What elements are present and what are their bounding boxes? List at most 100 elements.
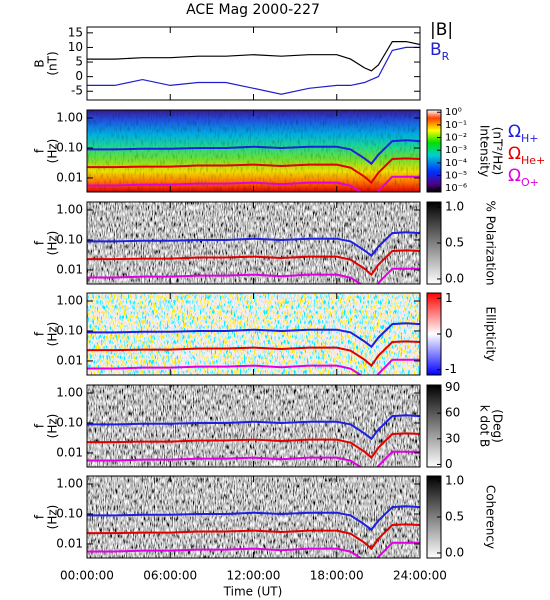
series-line [87,358,420,375]
series-line [87,157,420,185]
colorbar-tick-label: 10⁻⁶ [445,183,467,194]
series-line [87,505,420,532]
y-tick-label: 1.00 [56,477,83,491]
colorbar-tick-label: 30 [445,431,460,445]
legend-label: |B| [430,20,453,40]
legend-label: ΩHe+ [508,144,545,167]
series-line [87,267,420,284]
x-tick-label: 24:00:00 [393,569,447,583]
colorbar-tick-label: 10⁻¹ [445,120,467,131]
y-axis-label: f [33,423,47,428]
y-axis-label: (Hz) [46,505,60,530]
spectrogram-image [87,476,420,558]
plot-frame [86,26,421,101]
series-line [87,322,420,349]
colorbar-tick-label: 1.0 [445,474,464,488]
x-tick-label: 12:00:00 [227,569,281,583]
y-tick-label: 0.10 [56,323,83,337]
y-tick-label: 15 [68,25,83,39]
colorbar [426,384,442,468]
y-tick-label: 1.00 [56,386,83,400]
y-tick-label: 0.10 [56,415,83,429]
colorbar-tick-label: 1.0 [445,200,464,214]
y-tick-label: 10 [68,40,83,54]
y-tick-label: 0.01 [56,262,83,276]
colorbar-tick-label: 0.5 [445,236,464,250]
colorbar-label: Ellipticity [484,307,498,362]
series-line [87,175,420,192]
y-axis-label: (Hz) [46,414,60,439]
x-tick-label: 18:00:00 [310,569,364,583]
spectrogram-image [87,293,420,375]
y-tick-label: 1.00 [56,203,83,217]
y-tick-label: 0 [75,69,83,83]
x-axis-label: Time (UT) [223,585,283,599]
colorbar-tick-label: -1 [445,362,457,376]
y-tick-label: 0.01 [56,536,83,550]
colorbar-tick-label: 10⁻⁵ [445,171,467,182]
series-line [87,139,420,166]
colorbar-label: Intensity [478,125,492,177]
y-tick-label: 0.10 [56,232,83,246]
colorbar-tick-label: 10⁰ [445,107,462,118]
colorbar-label: Coherency [484,485,498,549]
colorbar-label: k dot B [478,405,492,447]
y-axis-label: f [33,331,47,336]
colorbar-tick-label: 0 [445,327,453,341]
colorbar-tick-label: 0.0 [445,271,464,285]
series-line [87,541,420,558]
legend-label: ΩO+ [508,166,539,189]
colorbar-tick-label: 0.0 [445,545,464,559]
colorbar-tick-label: 0 [445,457,453,471]
panel: 1.00 0.10 0.01 f (Hz) 10⁰ 10⁻¹ 10⁻²10⁻³ 10⁻⁴ 10⁻⁵… [33,107,546,194]
y-axis-label: B [33,59,47,67]
legend-label: BR [430,40,450,63]
series-line [87,231,420,258]
colorbar-tick-label: 1 [445,291,453,305]
colorbar-tick-label: 90 [445,380,460,394]
legend-label: ΩH+ [508,122,539,145]
colorbar [426,109,442,193]
panel: 1.00 0.10 0.01 f (Hz) 1.0 0.5 0.0 % Polarization [33,200,498,286]
series-line [87,414,420,441]
colorbar-tick-label: 10⁻⁴ [445,158,467,169]
colorbar-tick-label: 0.5 [445,510,464,524]
panel: 1.00 0.10 0.01 00:00:00 06:00:00 12:00:00 18:0… [33,474,498,583]
x-tick-label: 00:00:00 [60,569,114,583]
y-axis-label: f [33,148,47,153]
chart-title: ACE Mag 2000-227 [186,2,320,18]
y-tick-label: 0.01 [56,353,83,367]
y-axis-label: (Hz) [46,322,60,347]
y-tick-label: 0.10 [56,140,83,154]
series-line [87,41,420,72]
colorbar-label: (nT²/Hz) [491,127,505,175]
y-axis-label: (Hz) [46,231,60,256]
y-tick-label: 1.00 [56,294,83,308]
x-tick-label: 06:00:00 [143,569,197,583]
colorbar-tick-label: 60 [445,406,460,420]
series-line [87,249,420,277]
y-axis-label: f [33,240,47,245]
spectrogram-texture [87,110,420,192]
y-tick-label: 0.01 [56,445,83,459]
y-tick-label: 5 [75,55,83,69]
panel: 1.00 0.10 0.01 f (Hz) 1 0 -1 Ellipticity [33,291,498,376]
series-line [87,450,420,467]
panel: 1.00 0.10 0.01 f (Hz) 90 60 30 0 k dot B (Deg) [33,380,505,471]
y-axis-label: (nT) [46,51,60,75]
y-tick-label: -5 [71,84,83,98]
y-tick-label: 0.01 [56,170,83,184]
spectrogram-image [87,385,420,467]
spectrogram-image [87,202,420,284]
y-axis-label: f [33,514,47,519]
y-tick-label: 1.00 [56,111,83,125]
colorbar-label: (Deg) [491,409,505,443]
y-tick-label: 0.10 [56,506,83,520]
series-line [87,432,420,460]
series-line [87,523,420,551]
colorbar-tick-label: 10⁻³ [445,145,467,156]
colorbar-label: % Polarization [484,201,498,286]
series-line [87,46,420,95]
